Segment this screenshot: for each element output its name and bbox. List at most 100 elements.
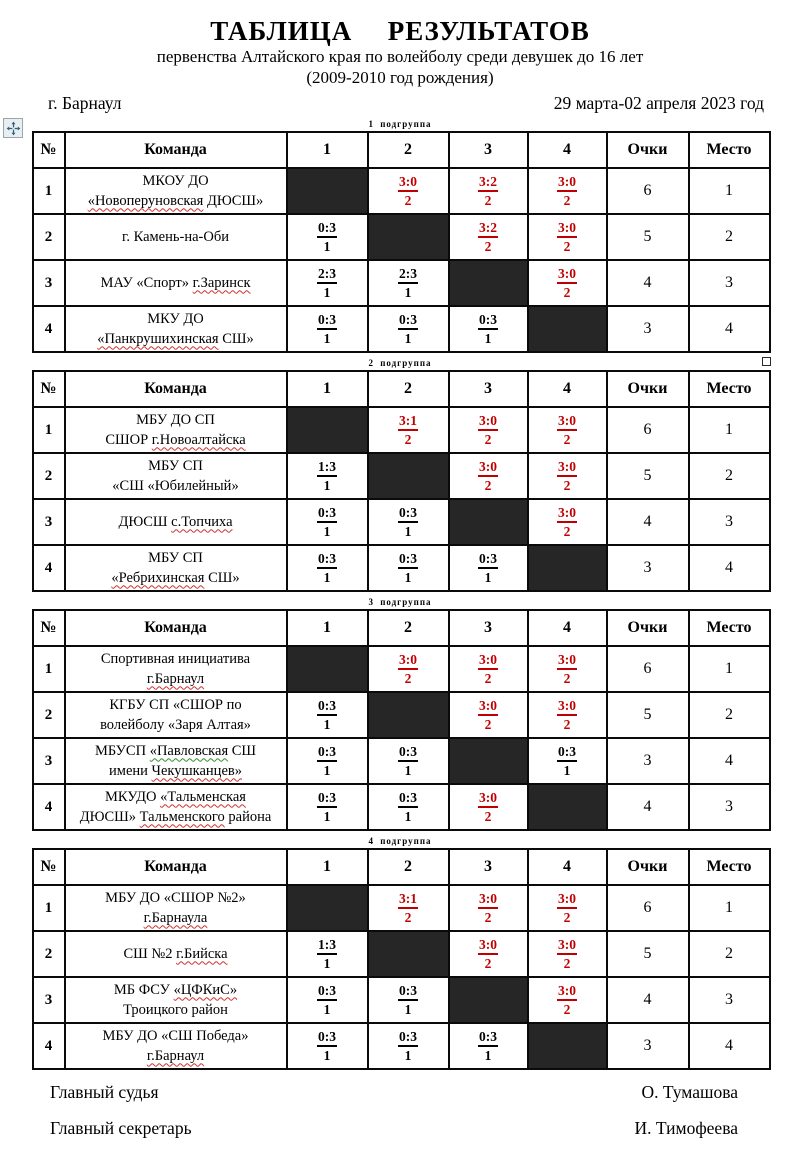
date-range: 29 марта-02 апреля 2023 год	[553, 93, 764, 114]
team-name-text: МБУ ДО «СШОР №2»	[105, 890, 246, 907]
team-name-text: «СШ «Юбилейный»	[112, 478, 239, 495]
diagonal-cell	[447, 737, 529, 786]
match-cell: 0:3 1	[447, 544, 529, 593]
table-row: 4 МБУ СП «Ребрихинская СШ» 0:3 1 0:3 1 0:3 1 3 4	[31, 544, 771, 593]
column-header: Очки	[605, 848, 690, 887]
match-cell: 3:0 2	[526, 213, 608, 262]
group-label: 2 подгруппа	[368, 358, 432, 369]
team-name-text: ДЮСШ»	[79, 809, 140, 826]
match-points: 1	[323, 330, 331, 346]
match-cell: 0:3 1	[285, 498, 369, 547]
column-header: №	[31, 609, 66, 648]
match-cell: 0:3 1	[285, 783, 369, 832]
table-row: 3 МАУ «Спорт» г.Заринск 2:3 1 2:3 1 3:0 2 4 3	[31, 259, 771, 308]
place: 4	[687, 1022, 771, 1071]
match-cell: 0:3 1	[447, 1022, 529, 1071]
row-number: 4	[31, 783, 66, 832]
match-score: 0:3	[478, 1029, 498, 1047]
table-resize-handle[interactable]	[762, 357, 771, 366]
match-cell: 0:3 1	[285, 1022, 369, 1071]
points-total: 5	[605, 691, 690, 740]
diagonal-cell	[285, 406, 369, 455]
match-score: 3:2	[478, 174, 498, 192]
match-cell: 3:0 2	[526, 406, 608, 455]
match-points: 2	[563, 1001, 571, 1017]
diagonal-cell	[526, 305, 608, 354]
team-name: МБУ СП «СШ «Юбилейный»	[63, 452, 288, 501]
row-number: 4	[31, 544, 66, 593]
match-points: 1	[323, 762, 331, 778]
match-score: 0:3	[557, 744, 577, 762]
match-score: 3:0	[557, 220, 577, 238]
team-name: МБУ ДО «СШОР №2» г.Барнаула	[63, 884, 288, 933]
misspelled-word: г.Барнаул	[146, 671, 205, 688]
match-score: 3:0	[478, 459, 498, 477]
match-points: 1	[323, 1047, 331, 1063]
place: 2	[687, 691, 771, 740]
group-label: 4 подгруппа	[368, 836, 432, 847]
match-cell: 3:0 2	[526, 691, 608, 740]
match-score: 0:3	[478, 551, 498, 569]
match-points: 1	[404, 569, 412, 585]
team-name-text: МКУДО	[105, 789, 161, 806]
match-points: 2	[484, 716, 492, 732]
match-cell: 2:3 1	[366, 259, 450, 308]
table-row: 2 МБУ СП «СШ «Юбилейный» 1:3 1 3:0 2 3:0 2 5 2	[31, 452, 771, 501]
team-name-text: СШ»	[218, 331, 254, 348]
team-name: МАУ «Спорт» г.Заринск	[63, 259, 288, 308]
match-points: 2	[563, 431, 571, 447]
match-points: 1	[323, 569, 331, 585]
match-score: 3:1	[398, 891, 418, 909]
match-score: 0:3	[317, 551, 337, 569]
match-points: 2	[404, 909, 412, 925]
match-points: 1	[484, 1047, 492, 1063]
table-row: 4 МКУДО «Тальменская ДЮСШ» Тальменского ра…	[31, 783, 771, 832]
header-row: № Команда 1 2 3 4 Очки Место	[31, 609, 771, 648]
column-header: Команда	[63, 848, 288, 887]
match-points: 2	[484, 670, 492, 686]
match-score: 0:3	[317, 220, 337, 238]
match-cell: 0:3 1	[366, 976, 450, 1025]
secretary-label: Главный секретарь	[50, 1118, 192, 1139]
diagonal-cell	[526, 783, 608, 832]
place: 1	[687, 645, 771, 694]
header-row: № Команда 1 2 3 4 Очки Место	[31, 848, 771, 887]
match-score: 0:3	[398, 1029, 418, 1047]
column-header: 1	[285, 370, 369, 409]
column-header: 1	[285, 609, 369, 648]
team-name-text: СШ №2	[123, 946, 177, 963]
column-header: 4	[526, 848, 608, 887]
match-score: 0:3	[398, 790, 418, 808]
match-score: 0:3	[398, 551, 418, 569]
team-name: МБУ ДО СП СШОР г.Новоалтайска	[63, 406, 288, 455]
match-cell: 0:3 1	[366, 1022, 450, 1071]
match-score: 0:3	[317, 1029, 337, 1047]
match-points: 2	[563, 477, 571, 493]
match-points: 2	[484, 477, 492, 493]
match-score: 3:0	[478, 790, 498, 808]
table-move-handle-icon[interactable]	[3, 118, 23, 138]
match-cell: 3:0 2	[526, 976, 608, 1025]
match-score: 0:3	[317, 790, 337, 808]
match-cell: 0:3 1	[526, 737, 608, 786]
place: 3	[687, 259, 771, 308]
row-number: 1	[31, 884, 66, 933]
points-total: 5	[605, 930, 690, 979]
diagonal-cell	[447, 498, 529, 547]
match-score: 0:3	[398, 505, 418, 523]
diagonal-cell	[285, 167, 369, 216]
column-header: Очки	[605, 131, 690, 170]
match-score: 3:0	[398, 652, 418, 670]
match-cell: 3:2 2	[447, 213, 529, 262]
secretary-name: И. Тимофеева	[634, 1118, 738, 1139]
team-name-text: СШ	[228, 743, 257, 760]
column-header: №	[31, 370, 66, 409]
column-header: 3	[447, 848, 529, 887]
team-name-text: МКОУ ДО	[142, 173, 209, 190]
column-header: Команда	[63, 609, 288, 648]
team-name: МБУСП «Павловская СШ имени Чекушканцев»	[63, 737, 288, 786]
row-number: 1	[31, 645, 66, 694]
team-name-text: МБУ СП	[148, 458, 203, 475]
column-header: 2	[366, 131, 450, 170]
